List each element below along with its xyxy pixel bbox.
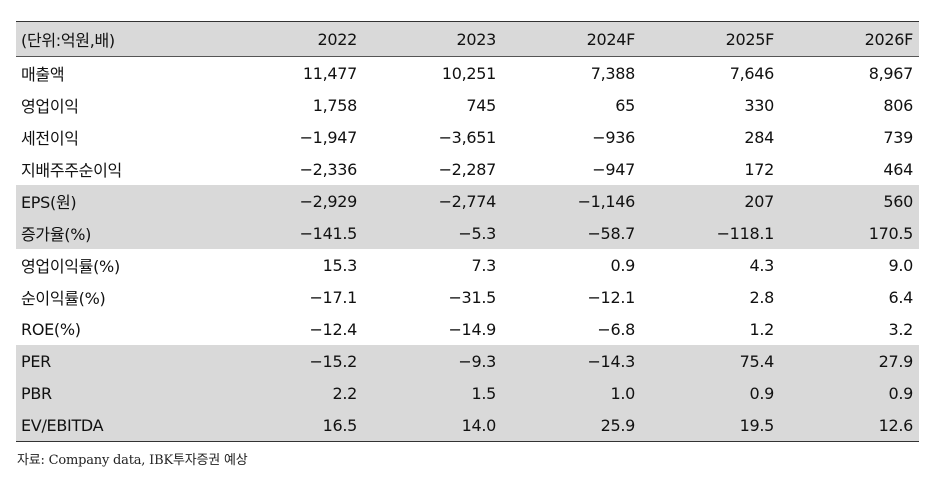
value-cell: −5.3 [458,223,496,243]
value-cell: −9.3 [458,351,496,371]
value-cell: −12.1 [587,287,635,307]
table-row: 매출액 11,477 10,251 7,388 7,646 8,967 [16,57,919,90]
value-cell: 2.8 [749,287,774,307]
year-header-2026f: 2026F [864,29,914,49]
table-body: 매출액 11,477 10,251 7,388 7,646 8,967 영업이익 1,758 7… [16,57,919,442]
value-cell: −2,287 [438,159,497,179]
table-row: 순이익률(%) −17.1 −31.5 −12.1 2.8 6.4 [16,281,919,313]
table-row: 증가율(%) −141.5 −5.3 −58.7 −118.1 170.5 [16,217,919,249]
value-cell: 0.9 [610,255,635,275]
table-row: 지배주주순이익 −2,336 −2,287 −947 172 464 [16,153,919,185]
value-cell: 3.2 [888,319,913,339]
value-cell: 6.4 [888,287,913,307]
value-cell: −141.5 [299,223,358,243]
value-cell: −31.5 [448,287,496,307]
value-cell: −14.3 [587,351,635,371]
value-cell: 170.5 [868,223,914,243]
value-cell: 65 [615,95,635,115]
value-cell: −17.1 [309,287,357,307]
value-cell: 207 [744,191,774,211]
value-cell: 27.9 [878,351,914,371]
value-cell: 560 [883,191,913,211]
table-row: 영업이익률(%) 15.3 7.3 0.9 4.3 9.0 [16,249,919,281]
value-cell: 75.4 [739,351,775,371]
value-cell: 19.5 [739,415,775,435]
row-label: EPS(원) [21,193,77,212]
table-row: ROE(%) −12.4 −14.9 −6.8 1.2 3.2 [16,313,919,345]
value-cell: 7,646 [729,63,775,83]
value-cell: 172 [744,159,774,179]
value-cell: −1,146 [577,191,636,211]
value-cell: 4.3 [749,255,774,275]
value-cell: 1.0 [610,383,635,403]
row-label: 순이익률(%) [21,289,106,308]
year-header-2024f: 2024F [586,29,636,49]
value-cell: −12.4 [309,319,357,339]
value-cell: −58.7 [587,223,635,243]
value-cell: 2.2 [332,383,357,403]
value-cell: 8,967 [868,63,914,83]
value-cell: −936 [592,127,635,147]
value-cell: 7,388 [590,63,636,83]
value-cell: −3,651 [438,127,497,147]
year-header-2022: 2022 [317,29,357,49]
value-cell: 0.9 [749,383,774,403]
year-header-2025f: 2025F [725,29,775,49]
row-label: EV/EBITDA [21,415,104,435]
financial-summary-table: (단위:억원,배) 2022 2023 2024F 2025F 2026F 매출… [16,21,919,442]
row-label: PBR [21,383,52,403]
value-cell: 739 [883,127,913,147]
row-label: 영업이익 [21,97,79,116]
table-row: 세전이익 −1,947 −3,651 −936 284 739 [16,121,919,153]
value-cell: −2,774 [438,191,497,211]
value-cell: 464 [883,159,913,179]
value-cell: 10,251 [441,63,496,83]
value-cell: 1.2 [749,319,774,339]
table-row: PER −15.2 −9.3 −14.3 75.4 27.9 [16,345,919,377]
row-label: 증가율(%) [21,225,92,244]
value-cell: −1,947 [299,127,358,147]
value-cell: −118.1 [716,223,775,243]
value-cell: 1.5 [471,383,496,403]
value-cell: 806 [883,95,913,115]
value-cell: 14.0 [461,415,497,435]
value-cell: −6.8 [597,319,635,339]
value-cell: 1,758 [312,95,358,115]
value-cell: −14.9 [448,319,496,339]
row-label: 세전이익 [21,129,79,148]
table-row: EV/EBITDA 16.5 14.0 25.9 19.5 12.6 [16,409,919,442]
header-row: (단위:억원,배) 2022 2023 2024F 2025F 2026F [16,21,919,57]
value-cell: 284 [744,127,774,147]
value-cell: 11,477 [302,63,357,83]
value-cell: 16.5 [322,415,358,435]
unit-label: (단위:억원,배) [21,31,115,50]
value-cell: 330 [744,95,774,115]
row-label: ROE(%) [21,319,81,339]
value-cell: 15.3 [322,255,358,275]
table-row: EPS(원) −2,929 −2,774 −1,146 207 560 [16,185,919,217]
value-cell: −15.2 [309,351,357,371]
value-cell: 12.6 [878,415,914,435]
value-cell: 7.3 [471,255,496,275]
value-cell: −2,929 [299,191,358,211]
value-cell: 0.9 [888,383,913,403]
value-cell: 745 [466,95,496,115]
row-label: 지배주주순이익 [21,161,122,180]
row-label: 영업이익률(%) [21,257,120,276]
value-cell: −947 [592,159,635,179]
value-cell: −2,336 [299,159,358,179]
value-cell: 9.0 [888,255,913,275]
row-label: 매출액 [21,65,65,84]
year-header-2023: 2023 [456,29,496,49]
value-cell: 25.9 [600,415,636,435]
table-row: 영업이익 1,758 745 65 330 806 [16,89,919,121]
row-label: PER [21,351,51,371]
table-header: (단위:억원,배) 2022 2023 2024F 2025F 2026F [16,21,919,57]
financial-summary-table-container: (단위:억원,배) 2022 2023 2024F 2025F 2026F 매출… [16,21,919,442]
table-row: PBR 2.2 1.5 1.0 0.9 0.9 [16,377,919,409]
source-note: 자료: Company data, IBK투자증권 예상 [17,453,248,468]
